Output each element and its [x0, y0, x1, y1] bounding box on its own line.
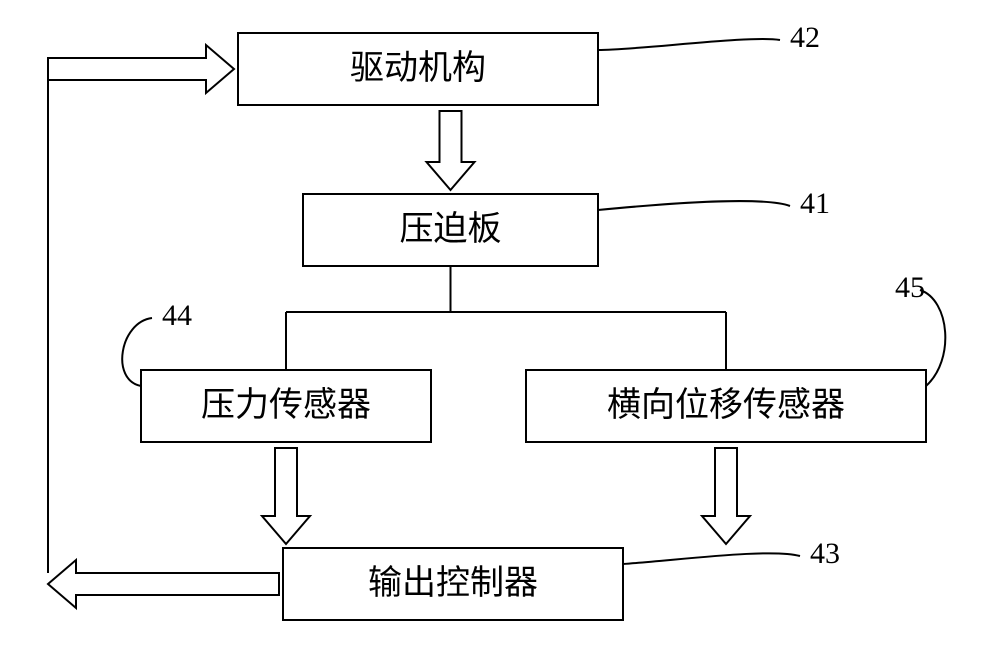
node-disp: 横向位移传感器 [526, 370, 926, 442]
arrow-out-to-feedback-left [48, 560, 279, 608]
leader-out [623, 553, 800, 564]
tee-plate-to-sensors [286, 266, 726, 370]
node-plate-label: 压迫板 [400, 210, 502, 248]
num-disp: 45 [895, 271, 925, 304]
arrow-disp-to-out [702, 448, 750, 544]
node-press: 压力传感器 [141, 370, 431, 442]
arrow-feedback-to-drive [48, 45, 234, 93]
node-disp-label: 横向位移传感器 [607, 386, 845, 424]
node-press-label: 压力传感器 [201, 386, 371, 424]
leader-plate [598, 201, 790, 210]
node-drive-label: 驱动机构 [350, 49, 486, 87]
arrow-drive-to-plate [427, 111, 475, 190]
num-out: 43 [810, 537, 840, 570]
node-out: 输出控制器 [283, 548, 623, 620]
node-out-label: 输出控制器 [368, 564, 538, 602]
leader-drive [598, 39, 780, 50]
num-drive: 42 [790, 21, 820, 54]
num-press: 44 [162, 299, 192, 332]
node-drive: 驱动机构 [238, 33, 598, 105]
arrow-press-to-out [262, 448, 310, 544]
num-plate: 41 [800, 187, 830, 220]
node-plate: 压迫板 [303, 194, 598, 266]
